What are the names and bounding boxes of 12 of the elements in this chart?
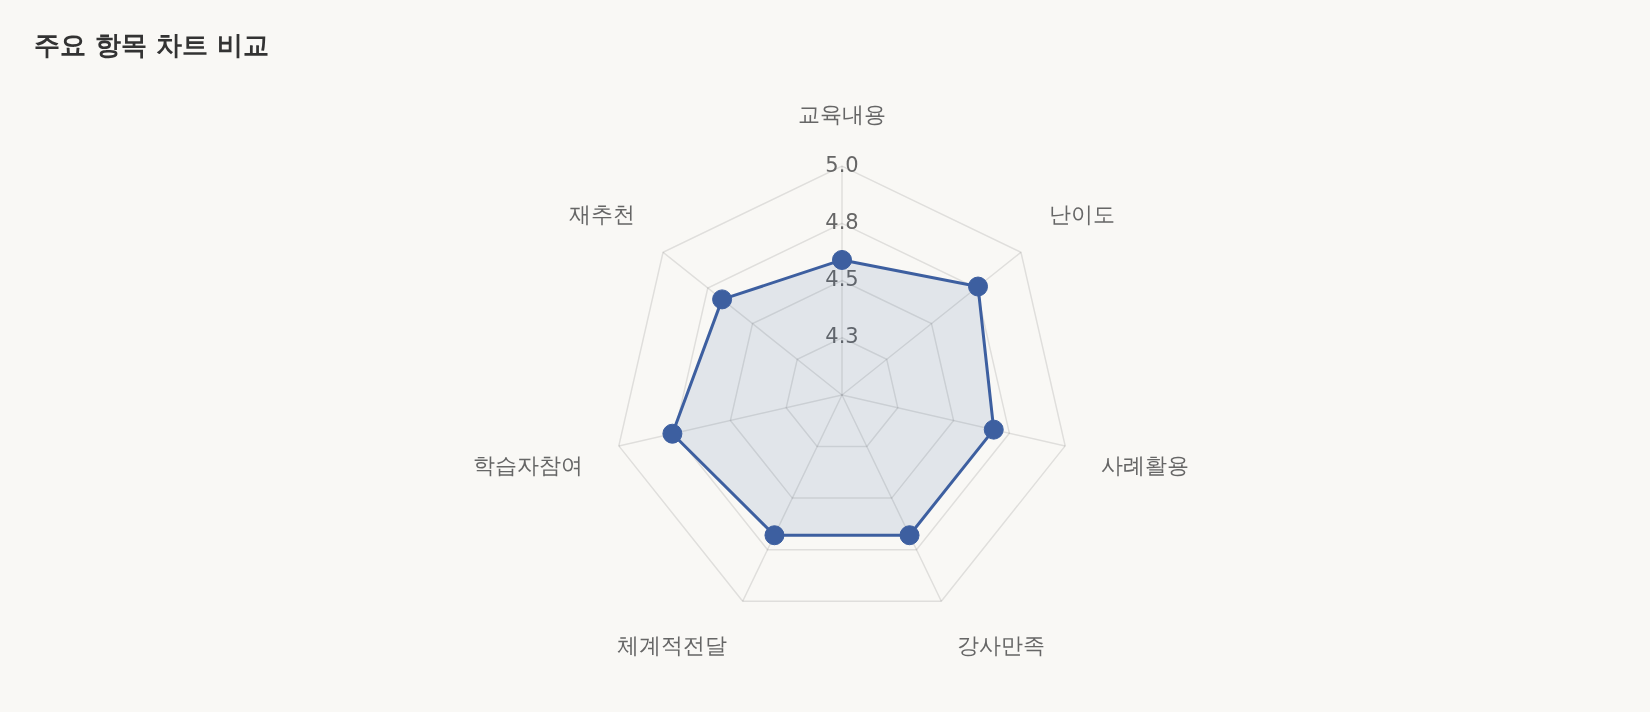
text: 주요 항목 차트 비교 xyxy=(34,30,270,61)
spoke-label: 체계적전달 xyxy=(616,633,727,659)
spoke-label: 재추천 xyxy=(568,202,635,228)
spoke-label: 사례활용 xyxy=(1100,452,1189,478)
y-tick-label: 4.3 xyxy=(825,324,859,349)
y-tick-label: 4.5 xyxy=(825,267,859,291)
spoke-label: 교육내용 xyxy=(798,102,886,128)
spoke-label: 난이도 xyxy=(1049,202,1116,228)
spoke-label: 강사만족 xyxy=(957,633,1046,659)
y-tick-label: 4.8 xyxy=(825,209,859,234)
y-tick-label: 5.0 xyxy=(825,152,859,177)
spoke-label: 학습자참여 xyxy=(473,452,584,478)
